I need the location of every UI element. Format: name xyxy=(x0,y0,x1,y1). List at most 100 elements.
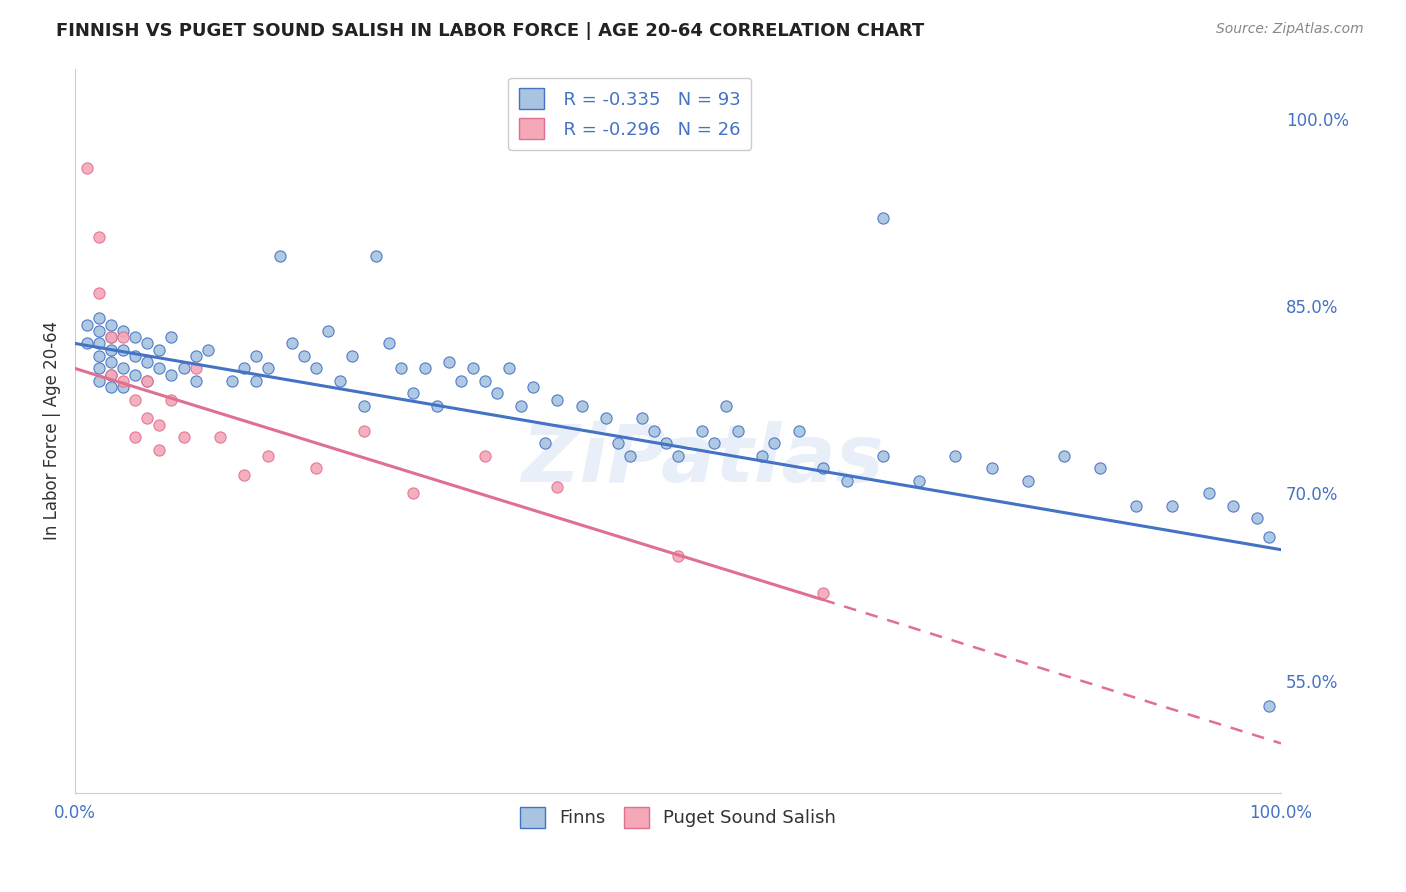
Point xyxy=(1161,499,1184,513)
Point xyxy=(89,230,111,244)
Point xyxy=(124,430,146,444)
Point xyxy=(426,399,449,413)
Point xyxy=(353,399,375,413)
Point xyxy=(112,361,135,376)
Point xyxy=(450,374,472,388)
Point xyxy=(221,374,243,388)
Point xyxy=(787,424,810,438)
Point xyxy=(377,336,399,351)
Point xyxy=(872,449,894,463)
Legend: Finns, Puget Sound Salish: Finns, Puget Sound Salish xyxy=(512,800,844,835)
Point xyxy=(148,343,170,357)
Point xyxy=(76,318,98,332)
Point xyxy=(136,374,159,388)
Point xyxy=(751,449,773,463)
Point xyxy=(461,361,484,376)
Text: ZiPatlas: ZiPatlas xyxy=(520,421,883,499)
Point xyxy=(534,436,557,450)
Point xyxy=(510,399,533,413)
Point xyxy=(89,349,111,363)
Point xyxy=(136,336,159,351)
Point xyxy=(1257,530,1279,544)
Point xyxy=(232,361,254,376)
Point xyxy=(1017,474,1039,488)
Point xyxy=(389,361,412,376)
Point xyxy=(1222,499,1244,513)
Point xyxy=(208,430,231,444)
Point xyxy=(522,380,544,394)
Point xyxy=(943,449,966,463)
Point xyxy=(666,449,689,463)
Point xyxy=(124,349,146,363)
Point xyxy=(173,361,195,376)
Point xyxy=(342,349,364,363)
Point xyxy=(811,461,834,475)
Point xyxy=(606,436,628,450)
Point xyxy=(100,380,122,394)
Text: FINNISH VS PUGET SOUND SALISH IN LABOR FORCE | AGE 20-64 CORRELATION CHART: FINNISH VS PUGET SOUND SALISH IN LABOR F… xyxy=(56,22,925,40)
Point xyxy=(136,355,159,369)
Point xyxy=(89,324,111,338)
Point xyxy=(232,467,254,482)
Point xyxy=(703,436,725,450)
Point xyxy=(498,361,520,376)
Point xyxy=(89,336,111,351)
Point xyxy=(184,349,207,363)
Point xyxy=(872,211,894,226)
Point xyxy=(100,330,122,344)
Point xyxy=(1053,449,1076,463)
Point xyxy=(76,161,98,176)
Point xyxy=(1257,698,1279,713)
Point xyxy=(100,368,122,382)
Point xyxy=(160,392,183,407)
Point xyxy=(630,411,652,425)
Point xyxy=(811,586,834,600)
Point xyxy=(292,349,315,363)
Point xyxy=(89,374,111,388)
Point xyxy=(124,368,146,382)
Point xyxy=(366,249,388,263)
Point xyxy=(690,424,713,438)
Point xyxy=(1246,511,1268,525)
Point xyxy=(112,343,135,357)
Point xyxy=(413,361,436,376)
Point xyxy=(474,449,496,463)
Point xyxy=(269,249,291,263)
Point xyxy=(89,361,111,376)
Point xyxy=(643,424,665,438)
Point xyxy=(316,324,339,338)
Point xyxy=(595,411,617,425)
Point xyxy=(89,286,111,301)
Point xyxy=(112,374,135,388)
Point xyxy=(835,474,858,488)
Point xyxy=(329,374,352,388)
Point xyxy=(257,449,280,463)
Point xyxy=(474,374,496,388)
Point xyxy=(160,368,183,382)
Point xyxy=(402,386,425,401)
Point xyxy=(727,424,749,438)
Point xyxy=(281,336,304,351)
Point xyxy=(173,430,195,444)
Point xyxy=(402,486,425,500)
Point xyxy=(112,330,135,344)
Point xyxy=(353,424,375,438)
Point xyxy=(1198,486,1220,500)
Point xyxy=(716,399,738,413)
Point xyxy=(437,355,460,369)
Point xyxy=(245,374,267,388)
Point xyxy=(184,361,207,376)
Point xyxy=(257,361,280,376)
Point xyxy=(305,461,328,475)
Point xyxy=(136,374,159,388)
Point xyxy=(197,343,219,357)
Point xyxy=(1125,499,1147,513)
Point xyxy=(112,324,135,338)
Point xyxy=(100,330,122,344)
Point xyxy=(546,392,568,407)
Point xyxy=(245,349,267,363)
Point xyxy=(112,380,135,394)
Point xyxy=(655,436,678,450)
Point xyxy=(184,374,207,388)
Point xyxy=(763,436,786,450)
